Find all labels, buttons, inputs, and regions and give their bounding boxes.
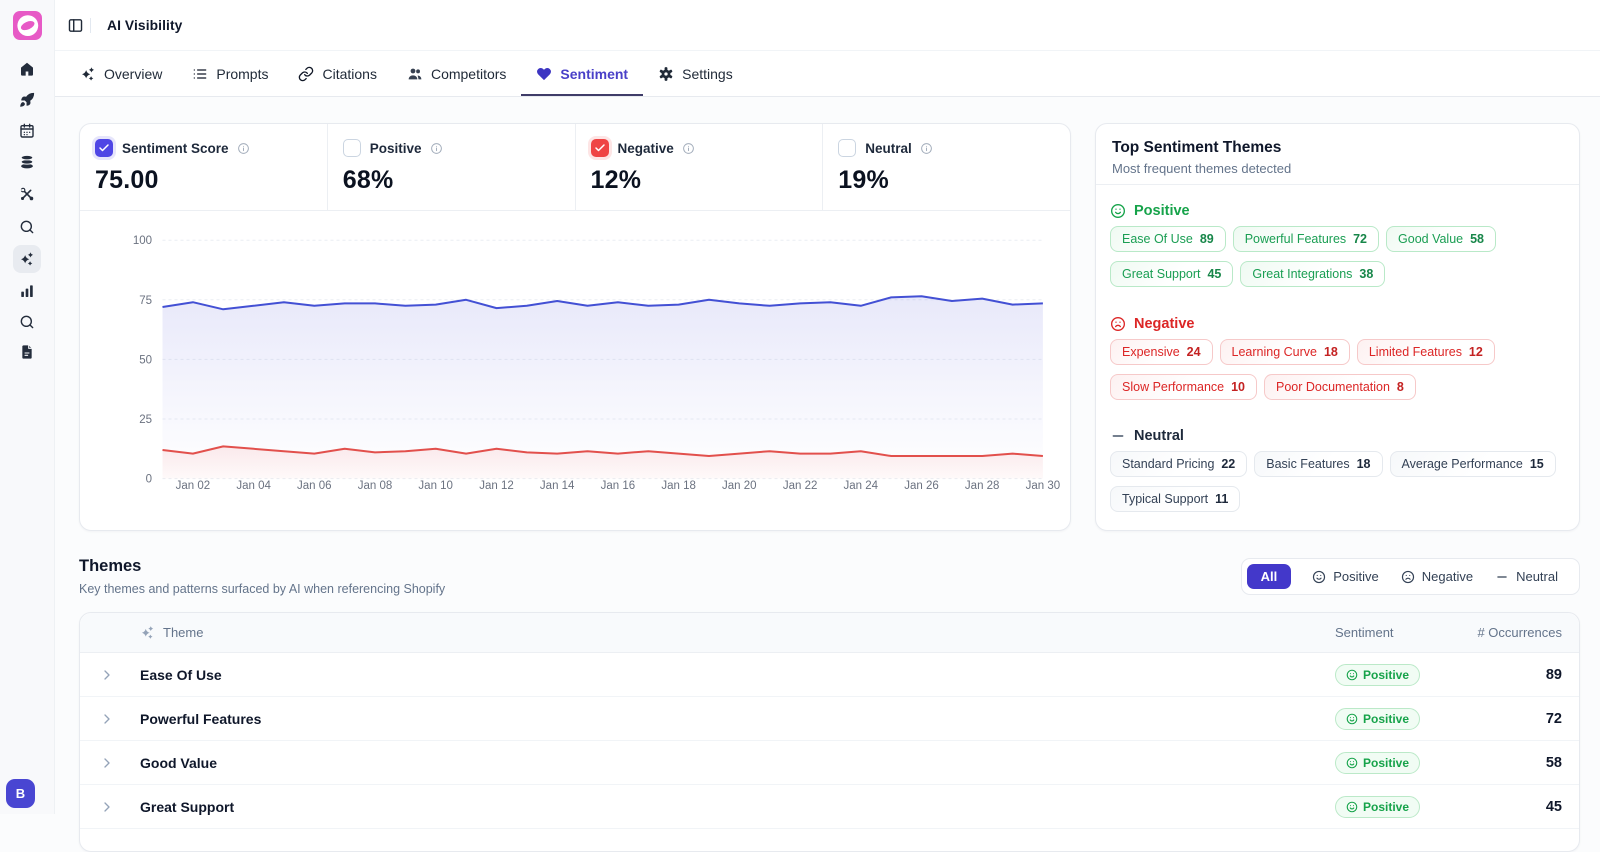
svg-text:Jan 24: Jan 24 [844, 480, 879, 492]
svg-text:Jan 10: Jan 10 [418, 480, 453, 492]
svg-text:100: 100 [133, 235, 152, 247]
svg-text:Jan 20: Jan 20 [722, 480, 757, 492]
svg-text:75: 75 [139, 295, 152, 307]
svg-text:Jan 12: Jan 12 [479, 480, 514, 492]
svg-text:0: 0 [146, 474, 152, 486]
svg-text:50: 50 [139, 354, 152, 366]
svg-text:Jan 28: Jan 28 [965, 480, 1000, 492]
svg-text:Jan 14: Jan 14 [540, 480, 575, 492]
svg-text:Jan 22: Jan 22 [783, 480, 818, 492]
svg-text:25: 25 [139, 414, 152, 426]
svg-text:Jan 08: Jan 08 [358, 480, 393, 492]
svg-text:Jan 04: Jan 04 [236, 480, 271, 492]
svg-text:Jan 26: Jan 26 [904, 480, 939, 492]
svg-text:Jan 18: Jan 18 [661, 480, 696, 492]
svg-text:Jan 06: Jan 06 [297, 480, 332, 492]
svg-text:Jan 30: Jan 30 [1026, 480, 1061, 492]
svg-text:Jan 02: Jan 02 [176, 480, 211, 492]
svg-text:Jan 16: Jan 16 [601, 480, 636, 492]
